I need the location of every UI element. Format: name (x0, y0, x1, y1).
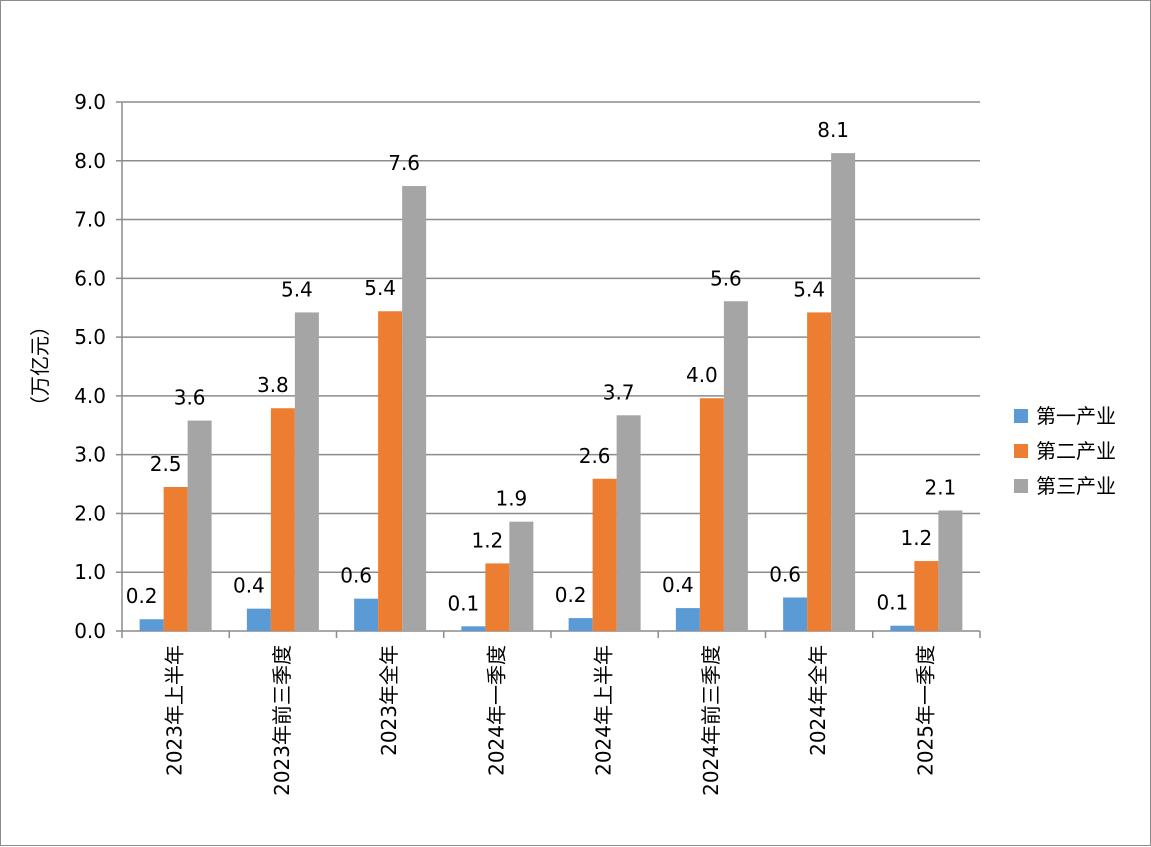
legend-label: 第二产业 (1036, 439, 1116, 463)
bar (914, 561, 939, 631)
legend-swatch (1014, 409, 1028, 423)
bar (461, 626, 486, 631)
bar (699, 398, 724, 631)
x-tick-label: 2024年前三季度 (699, 645, 723, 796)
legend-label: 第一产业 (1036, 404, 1116, 428)
bar (568, 618, 593, 631)
bars (139, 153, 963, 632)
bar (938, 510, 963, 631)
bar (485, 563, 510, 631)
y-tick-label: 2.0 (74, 501, 106, 525)
data-label: 1.9 (495, 487, 527, 511)
bar (890, 625, 915, 631)
bar (354, 598, 379, 631)
x-tick-label: 2024年全年 (806, 645, 830, 756)
bar (509, 521, 534, 631)
data-labels: 0.2 2.5 3.6 0.4 3.8 5.4 0.6 5.4 7.6 0.1 1.2 1.9 0.2 2… (126, 118, 957, 615)
bar (831, 153, 856, 632)
data-label: 7.6 (388, 151, 420, 175)
data-label: 2.5 (150, 452, 182, 476)
data-label: 1.2 (900, 526, 932, 550)
bar (723, 301, 748, 631)
bar (378, 311, 403, 631)
data-label: 5.4 (364, 276, 396, 300)
bar (187, 420, 212, 631)
data-label: 0.1 (447, 591, 479, 615)
y-tick-label: 4.0 (74, 384, 106, 408)
y-tick-label: 7.0 (74, 208, 106, 232)
legend-label: 第三产业 (1036, 474, 1116, 498)
x-tick-label: 2024年上半年 (592, 645, 616, 776)
y-tick-label: 6.0 (74, 266, 106, 290)
x-tick-label: 2024年一季度 (484, 645, 508, 776)
data-label: 0.2 (126, 584, 158, 608)
x-tick-label: 2023年前三季度 (270, 645, 294, 796)
data-label: 2.1 (924, 476, 956, 500)
bar (402, 186, 427, 631)
bar (139, 619, 164, 631)
x-tick-label: 2023年上半年 (163, 645, 187, 776)
y-tick-label: 0.0 (74, 619, 106, 643)
y-axis-title: （万亿元） (28, 316, 52, 416)
data-label: 0.6 (769, 562, 801, 586)
axes: 0.0 1.0 2.0 3.0 4.0 5.0 6.0 7.0 8.0 9.0 2023年上半年 20… (28, 90, 981, 796)
data-label: 5.6 (710, 266, 742, 290)
bar (675, 608, 700, 631)
gridlines (122, 101, 980, 573)
bar (246, 608, 271, 631)
data-label: 0.4 (662, 573, 694, 597)
data-label: 0.1 (876, 591, 908, 615)
x-tick-label: 2023年全年 (377, 645, 401, 756)
bar (294, 312, 319, 631)
y-tick-label: 1.0 (74, 560, 106, 584)
data-label: 0.2 (555, 583, 587, 607)
data-label: 0.4 (233, 574, 265, 598)
y-tick-label: 8.0 (74, 149, 106, 173)
bar (270, 408, 295, 631)
bar (592, 478, 617, 631)
data-label: 4.0 (686, 363, 718, 387)
data-label: 1.2 (471, 528, 503, 552)
legend-swatch (1014, 444, 1028, 458)
bar (616, 415, 641, 631)
y-tick-label: 3.0 (74, 443, 106, 467)
x-tick-label: 2025年一季度 (913, 645, 937, 776)
data-label: 5.4 (793, 277, 825, 301)
data-label: 2.6 (579, 444, 611, 468)
bar (807, 312, 832, 631)
bar (163, 486, 188, 631)
data-label: 5.4 (281, 277, 313, 301)
legend-swatch (1014, 479, 1028, 493)
data-label: 8.1 (817, 118, 849, 142)
y-tick-label: 5.0 (74, 325, 106, 349)
data-label: 3.6 (174, 386, 206, 410)
data-label: 0.6 (340, 564, 372, 588)
bar (783, 597, 808, 631)
y-tick-label: 9.0 (74, 90, 106, 114)
data-label: 3.7 (603, 380, 635, 404)
data-label: 3.8 (257, 373, 289, 397)
